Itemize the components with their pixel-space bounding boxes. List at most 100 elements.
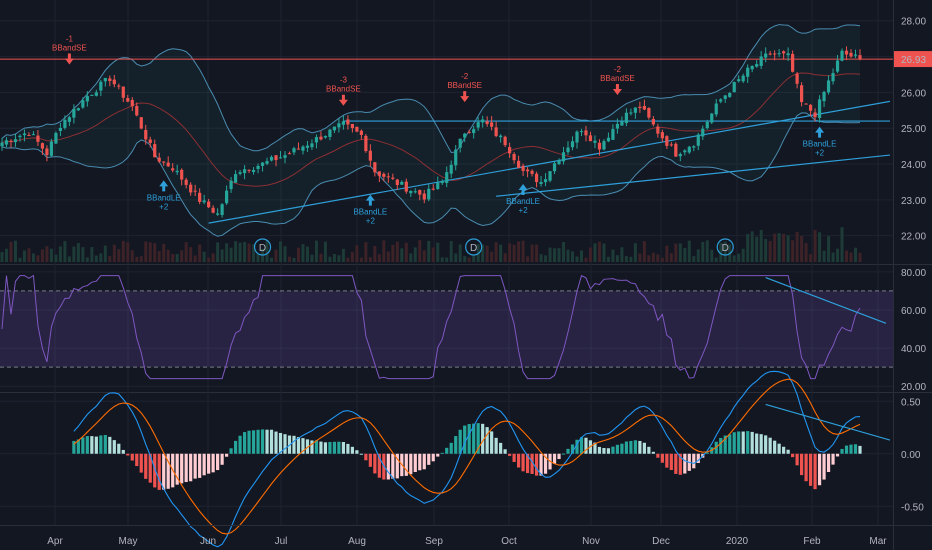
candle-body <box>692 146 696 148</box>
volume-bar <box>18 257 22 262</box>
candle-body <box>269 156 274 161</box>
sell-arrow <box>338 94 348 106</box>
candle-body <box>364 135 368 152</box>
candle-body <box>669 144 673 146</box>
trendline[interactable] <box>496 154 891 197</box>
volume-bar <box>287 256 291 262</box>
volume-bar <box>72 246 76 262</box>
time-axis[interactable]: Apr May Jun Jul Aug Sep Oct Nov Dec 2020 Feb Mar <box>47 536 887 547</box>
candle-body <box>804 103 808 105</box>
candle-body <box>189 184 193 193</box>
volume-bar <box>845 250 849 262</box>
volume-bar <box>732 255 736 262</box>
candle-body <box>395 179 399 185</box>
candle-body <box>826 80 831 93</box>
signal-label: BBandSE <box>600 74 635 83</box>
candle-body <box>445 172 449 184</box>
candle-body <box>350 123 354 129</box>
rsi-pane[interactable]: 80.00 60.00 40.00 20.00 <box>0 264 926 393</box>
candle-body <box>525 169 530 172</box>
candle-body <box>76 108 80 111</box>
macd-trendline[interactable] <box>765 403 891 441</box>
price-pane[interactable]: -1BBandSE-3BBandSE-2BBandSE-2BBandSEBBan… <box>0 0 932 264</box>
candle-body <box>557 160 561 165</box>
time-tick-label: Aug <box>348 536 366 547</box>
histogram-bar <box>427 453 431 465</box>
volume-bar <box>144 241 148 262</box>
candle-body <box>139 117 143 129</box>
volume-bar <box>840 227 844 262</box>
candle-body <box>49 141 54 156</box>
volume-bar <box>265 240 269 262</box>
volume-bar <box>225 243 229 262</box>
candle-body <box>539 181 543 184</box>
volume-bar <box>337 255 341 262</box>
rsi-axis[interactable]: 80.00 60.00 40.00 20.00 <box>901 268 926 393</box>
rsi-tick-label: 80.00 <box>901 268 926 279</box>
candle-body <box>575 131 579 143</box>
histogram-bar <box>251 430 256 454</box>
volume-bar <box>714 257 718 262</box>
candle-body <box>296 148 301 150</box>
candle-body <box>121 86 125 98</box>
signal-line <box>73 378 861 535</box>
candle-body <box>162 161 166 163</box>
volume-bar <box>503 253 507 262</box>
trendline[interactable] <box>765 403 891 441</box>
volume-bar <box>818 232 822 262</box>
dividend-circle[interactable] <box>465 238 483 256</box>
candle-body <box>840 50 844 61</box>
macd-pane[interactable]: 0.50 0.00 -0.50 <box>0 370 924 548</box>
sell-arrow <box>460 91 470 103</box>
histogram-bar <box>521 453 525 472</box>
histogram-bar <box>180 453 184 484</box>
candle-body <box>216 213 220 215</box>
histogram-bar <box>148 453 152 483</box>
candle-body <box>615 123 620 129</box>
rsi-trendline[interactable] <box>765 276 887 324</box>
volume-bar <box>566 249 570 262</box>
histogram-bar <box>516 453 521 468</box>
histogram-bar <box>795 453 799 466</box>
volume-bar <box>804 243 808 262</box>
volume-bar <box>198 244 202 262</box>
candle-body <box>404 181 408 192</box>
signal-count-label: +2 <box>519 206 529 215</box>
trendline[interactable] <box>765 276 887 324</box>
candle-body <box>418 189 422 195</box>
macd-axis[interactable]: 0.50 0.00 -0.50 <box>901 397 924 513</box>
histogram-bar <box>705 452 709 454</box>
volume-bar <box>517 241 521 262</box>
volume-bar <box>368 257 372 262</box>
volume-bar <box>305 246 309 262</box>
candle-body <box>844 50 849 55</box>
candle-body <box>773 53 777 55</box>
time-tick-label: Mar <box>869 536 887 547</box>
candle-body <box>341 121 346 125</box>
volume-bar <box>553 248 557 262</box>
candle-body <box>54 132 58 144</box>
candle-body <box>0 142 4 147</box>
strategy-signals: -1BBandSE-3BBandSE-2BBandSE-2BBandSEBBan… <box>52 35 836 226</box>
macd-tick-label: 0.00 <box>901 450 921 461</box>
volume-bar <box>512 244 516 262</box>
volume-bar <box>642 241 646 262</box>
bb-lower <box>1 112 861 237</box>
dividend-circle[interactable] <box>716 238 734 256</box>
volume-bar <box>791 240 795 262</box>
macd-tick-label: -0.50 <box>901 502 924 513</box>
volume-bar <box>571 251 575 262</box>
histogram-bar <box>508 453 512 456</box>
volume-bar <box>575 256 579 262</box>
volume-bar <box>454 253 458 262</box>
volume-bar <box>597 241 601 262</box>
candle-body <box>835 60 840 72</box>
volume-bar <box>588 247 592 262</box>
dividend-circle[interactable] <box>253 238 272 256</box>
trendlines[interactable] <box>208 100 891 224</box>
volume-bar <box>427 240 431 262</box>
histogram-bar <box>216 453 220 471</box>
